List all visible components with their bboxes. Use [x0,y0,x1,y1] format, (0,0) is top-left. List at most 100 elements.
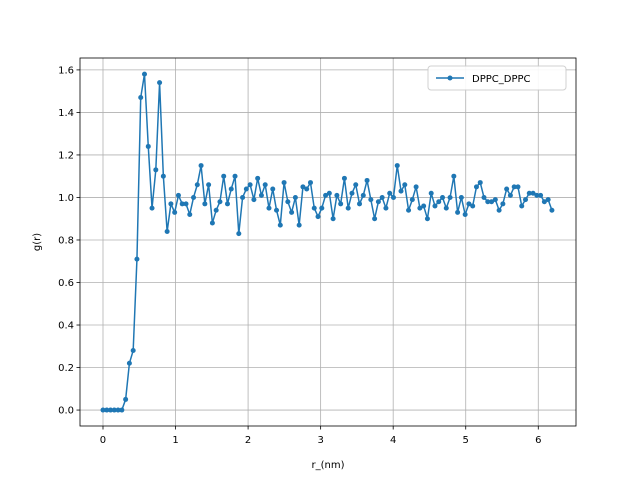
x-tick-label: 4 [390,435,396,446]
data-point [504,186,510,192]
data-point [292,194,298,200]
data-point [119,407,125,413]
data-point [409,197,415,203]
data-point [492,197,498,203]
data-point [221,173,227,179]
data-point [130,348,136,354]
data-point [277,222,283,228]
data-point [387,190,393,196]
data-point [481,194,487,200]
data-point [477,180,483,186]
data-point [507,192,513,198]
data-point [326,190,332,196]
data-point [462,211,468,217]
data-point [496,207,502,213]
x-tick-label: 2 [245,435,251,446]
data-point [138,95,144,101]
data-point [206,182,212,188]
data-point [534,192,540,198]
data-point [443,205,449,211]
data-point [398,188,404,194]
data-point [172,209,178,215]
data-point [368,197,374,203]
data-point [447,194,453,200]
data-point [115,407,121,413]
data-point [160,173,166,179]
data-point [436,199,442,205]
data-point [123,396,129,402]
legend-box [427,65,567,91]
data-point [458,194,464,200]
data-point [519,203,525,209]
data-point [179,201,185,207]
y-tick-label: 0.6 [58,278,74,289]
data-point [224,201,230,207]
data-point [489,199,495,205]
data-point [330,216,336,222]
data-point [153,167,159,173]
data-point [424,216,430,222]
data-point [357,201,363,207]
y-tick-label: 1.0 [58,193,74,204]
data-point [538,192,544,198]
data-point [379,194,385,200]
data-point [394,163,400,169]
data-point [375,199,381,205]
legend-label: DPPC_DPPC [472,74,531,85]
data-point [175,192,181,198]
x-tick-label: 1 [172,435,178,446]
data-point [549,207,555,213]
data-point [353,182,359,188]
data-point [466,201,472,207]
data-point [183,201,189,207]
data-point [251,197,257,203]
data-point [515,184,521,190]
data-point [523,197,529,203]
data-point [500,201,506,207]
y-tick-label: 0.4 [58,321,74,332]
y-tick-label: 0.8 [58,235,74,246]
data-point [541,199,547,205]
data-point [108,407,114,413]
x-tick-label: 6 [535,435,541,446]
data-point [191,194,197,200]
data-point [511,184,517,190]
data-point [134,256,140,262]
data-point [304,186,310,192]
y-tick-label: 1.2 [58,150,74,161]
data-point [164,228,170,234]
legend-marker [447,75,453,81]
data-point [258,192,264,198]
data-point [345,205,351,211]
data-point [311,205,317,211]
data-point [319,205,325,211]
data-point [485,199,491,205]
data-point [307,180,313,186]
data-point [451,173,457,179]
data-point [364,177,370,183]
data-point [383,205,389,211]
y-tick-label: 0.0 [58,406,74,417]
data-point [406,207,412,213]
data-point [168,201,174,207]
data-point [338,201,344,207]
data-point [530,190,536,196]
data-point [545,197,551,203]
data-point [247,182,253,188]
data-point [300,184,306,190]
data-point [390,194,396,200]
data-point [141,71,147,77]
y-tick-label: 1.4 [58,108,74,119]
data-point [417,205,423,211]
data-point [213,207,219,213]
data-point [187,211,193,217]
data-point [149,205,155,211]
data-point [349,190,355,196]
data-point [262,182,268,188]
data-point [360,192,366,198]
data-point [281,180,287,186]
data-point [236,231,242,237]
data-point [285,199,291,205]
